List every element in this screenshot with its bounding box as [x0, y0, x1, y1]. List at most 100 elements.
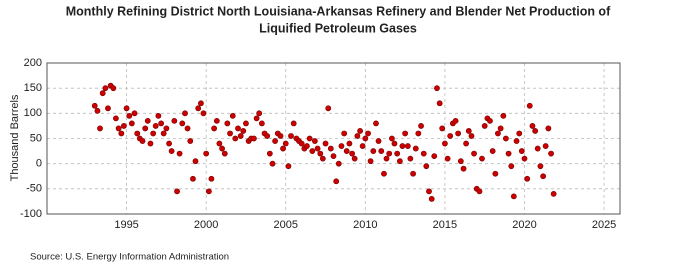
data-point — [526, 102, 533, 109]
data-point — [195, 105, 202, 112]
data-point — [182, 110, 188, 117]
data-point — [418, 123, 424, 129]
data-point — [537, 163, 544, 170]
data-point — [105, 105, 111, 112]
data-point — [457, 158, 464, 165]
data-point — [378, 148, 385, 154]
data-point — [439, 125, 446, 132]
data-point — [200, 110, 207, 117]
data-point — [412, 145, 419, 152]
data-point — [542, 143, 549, 149]
data-point — [495, 130, 501, 137]
x-tick-label: 2005 — [274, 219, 298, 231]
data-point — [386, 150, 393, 157]
data-point — [415, 130, 422, 137]
data-point — [327, 145, 334, 152]
data-point — [455, 130, 462, 137]
data-point — [442, 140, 448, 147]
y-axis-label: Thousand Barrels — [9, 94, 21, 181]
data-point — [420, 150, 427, 157]
data-point — [325, 105, 332, 112]
data-point — [282, 140, 289, 147]
data-point — [423, 163, 430, 170]
y-tick-label: 0 — [36, 158, 42, 170]
data-point — [110, 85, 117, 92]
data-point — [131, 110, 138, 117]
data-point — [396, 158, 403, 165]
data-point — [139, 138, 146, 144]
data-point — [502, 135, 509, 142]
data-point — [147, 140, 154, 147]
data-point — [479, 155, 485, 162]
data-point — [534, 145, 541, 152]
data-point — [187, 138, 194, 144]
data-point — [237, 133, 244, 139]
data-point — [497, 125, 504, 132]
data-point — [381, 170, 387, 177]
data-point — [128, 120, 135, 127]
data-point — [540, 173, 547, 180]
data-point — [330, 153, 337, 160]
data-point — [277, 133, 284, 139]
data-point — [205, 188, 212, 195]
data-point — [229, 112, 236, 119]
data-point — [232, 135, 239, 142]
chart-title: Monthly Refining District North Louisian… — [66, 4, 611, 18]
data-point — [335, 160, 342, 167]
data-point — [460, 165, 467, 172]
data-point — [211, 125, 218, 132]
data-point — [258, 120, 265, 127]
data-point — [319, 155, 326, 162]
data-point — [240, 128, 247, 134]
data-point — [357, 128, 363, 134]
data-point — [160, 130, 167, 137]
data-point — [399, 143, 406, 149]
data-point — [513, 138, 520, 144]
data-point — [524, 175, 531, 182]
data-point — [365, 130, 371, 137]
x-tick-label: 2020 — [512, 219, 536, 231]
data-point — [447, 133, 454, 139]
data-point — [97, 125, 103, 132]
data-point — [126, 112, 133, 119]
data-point — [266, 150, 273, 157]
data-point — [304, 143, 310, 149]
data-point — [99, 90, 106, 97]
data-point — [213, 117, 220, 124]
data-point — [407, 155, 414, 162]
data-point — [150, 130, 157, 137]
data-point — [113, 115, 119, 122]
data-point — [155, 112, 162, 119]
data-point — [521, 155, 528, 162]
data-point — [338, 143, 345, 149]
data-point — [221, 150, 228, 157]
data-point — [168, 148, 175, 154]
data-point — [94, 107, 101, 114]
data-point — [208, 175, 215, 182]
data-point — [505, 150, 512, 157]
data-point — [280, 145, 286, 152]
y-tick-label: -100 — [20, 208, 42, 220]
data-point — [235, 125, 241, 132]
data-point — [179, 120, 186, 127]
y-tick-label: 150 — [24, 82, 42, 94]
data-point — [404, 143, 411, 149]
data-point — [91, 102, 98, 109]
data-point — [227, 130, 233, 137]
data-point — [463, 140, 469, 147]
data-point — [314, 145, 321, 152]
data-point — [144, 117, 151, 124]
data-point — [285, 163, 292, 170]
y-tick-label: 200 — [24, 57, 42, 69]
data-point — [253, 115, 260, 122]
data-point — [343, 148, 350, 154]
data-point — [290, 120, 297, 127]
source-note: Source: U.S. Energy Information Administ… — [30, 252, 229, 263]
data-point — [288, 133, 294, 139]
data-point — [123, 105, 130, 112]
data-point — [152, 123, 159, 129]
data-point — [118, 130, 125, 137]
data-point — [309, 148, 316, 154]
data-point — [500, 112, 507, 119]
data-point — [224, 120, 231, 127]
